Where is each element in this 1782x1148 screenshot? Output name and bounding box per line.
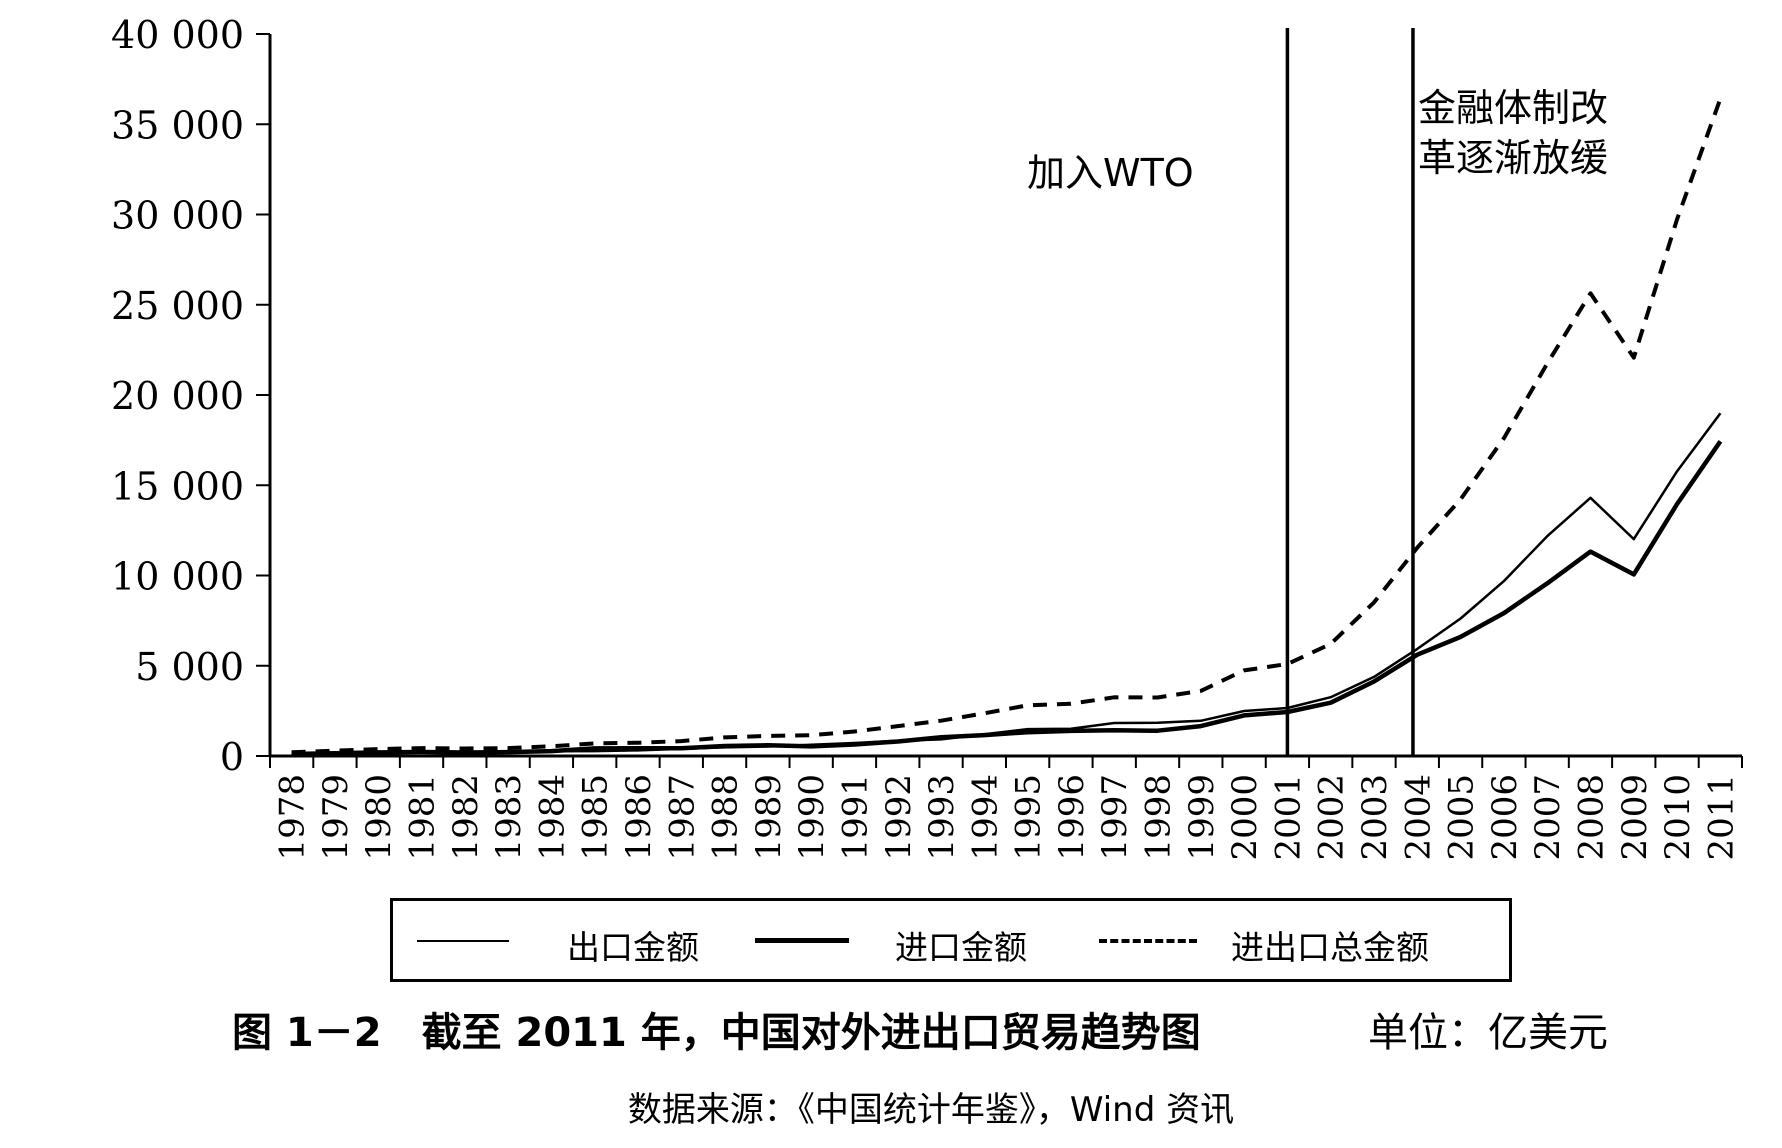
x-tick-label: 2008 [1571, 774, 1611, 861]
legend-swatch-import [755, 938, 849, 943]
x-tick-label: 1984 [532, 774, 572, 861]
x-tick-label: 1990 [792, 774, 832, 861]
series-lines [291, 97, 1723, 757]
y-tick-label: 15 000 [111, 464, 244, 508]
x-tick-label: 1994 [965, 774, 1005, 861]
x-tick-label: 1998 [1139, 774, 1179, 861]
x-tick-label: 1983 [489, 774, 529, 861]
x-tick-label: 2001 [1268, 774, 1308, 861]
figure-title: 图 1－2 截至 2011 年，中国对外进出口贸易趋势图 [232, 1010, 1201, 1056]
x-tick-label: 1992 [879, 774, 919, 861]
series-line-total [291, 97, 1723, 755]
data-source: 数据来源：《中国统计年鉴》，Wind 资讯 [627, 1090, 1235, 1130]
legend-label-export: 出口金额 [567, 928, 699, 967]
x-tick-label: 1978 [273, 774, 313, 861]
x-tick-label: 1993 [922, 774, 962, 861]
series-line-export [291, 412, 1722, 756]
legend-swatch-export [417, 940, 509, 942]
legend-label-import: 进口金额 [895, 928, 1027, 967]
x-tick-label: 1996 [1052, 774, 1092, 861]
x-tick-label: 1987 [662, 774, 702, 861]
annotation-finance-line1: 金融体制改 [1418, 86, 1608, 130]
x-tick-label: 1985 [576, 774, 616, 861]
x-tick-label: 2005 [1442, 774, 1482, 861]
x-tick-label: 1988 [706, 774, 746, 861]
y-tick-label: 0 [220, 735, 244, 779]
x-tick-label: 1995 [1009, 774, 1049, 861]
x-axis-ticks: 1978 1979 1980 1981 1982 1983 1984 1985 1986 1987… [269, 756, 1743, 861]
y-axis-ticks: 0 5 000 10 000 15 000 20 000 25 000 30 000 35 0… [111, 13, 270, 779]
x-tick-label: 1999 [1182, 774, 1222, 861]
x-tick-label: 2004 [1398, 774, 1438, 861]
figure-unit: 单位：亿美元 [1368, 1010, 1608, 1056]
x-tick-label: 2010 [1658, 774, 1698, 861]
x-tick-label: 1981 [403, 774, 443, 861]
y-tick-label: 40 000 [111, 13, 244, 57]
x-tick-label: 2011 [1701, 774, 1741, 861]
legend-swatch-total [1099, 939, 1197, 943]
annotation-wto: 加入WTO [1027, 151, 1194, 195]
y-tick-label: 30 000 [111, 194, 244, 238]
x-tick-label: 2009 [1615, 774, 1655, 861]
annotation-finance-line2: 革逐渐放缓 [1418, 136, 1608, 180]
x-tick-label: 1980 [359, 774, 399, 861]
y-tick-label: 5 000 [135, 645, 244, 689]
y-tick-label: 10 000 [111, 555, 244, 599]
x-tick-label: 1991 [835, 774, 875, 861]
event-lines [1285, 28, 1415, 756]
x-tick-label: 2002 [1312, 774, 1352, 861]
legend: 出口金额 进口金额 进出口总金额 [390, 898, 1512, 982]
y-tick-label: 20 000 [111, 374, 244, 418]
x-tick-label: 1989 [749, 774, 789, 861]
series-line-import [291, 440, 1723, 757]
y-tick-label: 25 000 [111, 284, 244, 328]
x-tick-label: 2000 [1225, 774, 1265, 861]
x-tick-label: 2003 [1355, 774, 1395, 861]
x-tick-label: 1982 [446, 774, 486, 861]
x-tick-label: 2007 [1528, 774, 1568, 861]
x-tick-label: 1986 [619, 774, 659, 861]
y-tick-label: 35 000 [111, 103, 244, 147]
x-tick-label: 2006 [1485, 774, 1525, 861]
x-tick-label: 1979 [316, 774, 356, 861]
legend-label-total: 进出口总金额 [1231, 928, 1429, 967]
x-tick-label: 1997 [1095, 774, 1135, 861]
